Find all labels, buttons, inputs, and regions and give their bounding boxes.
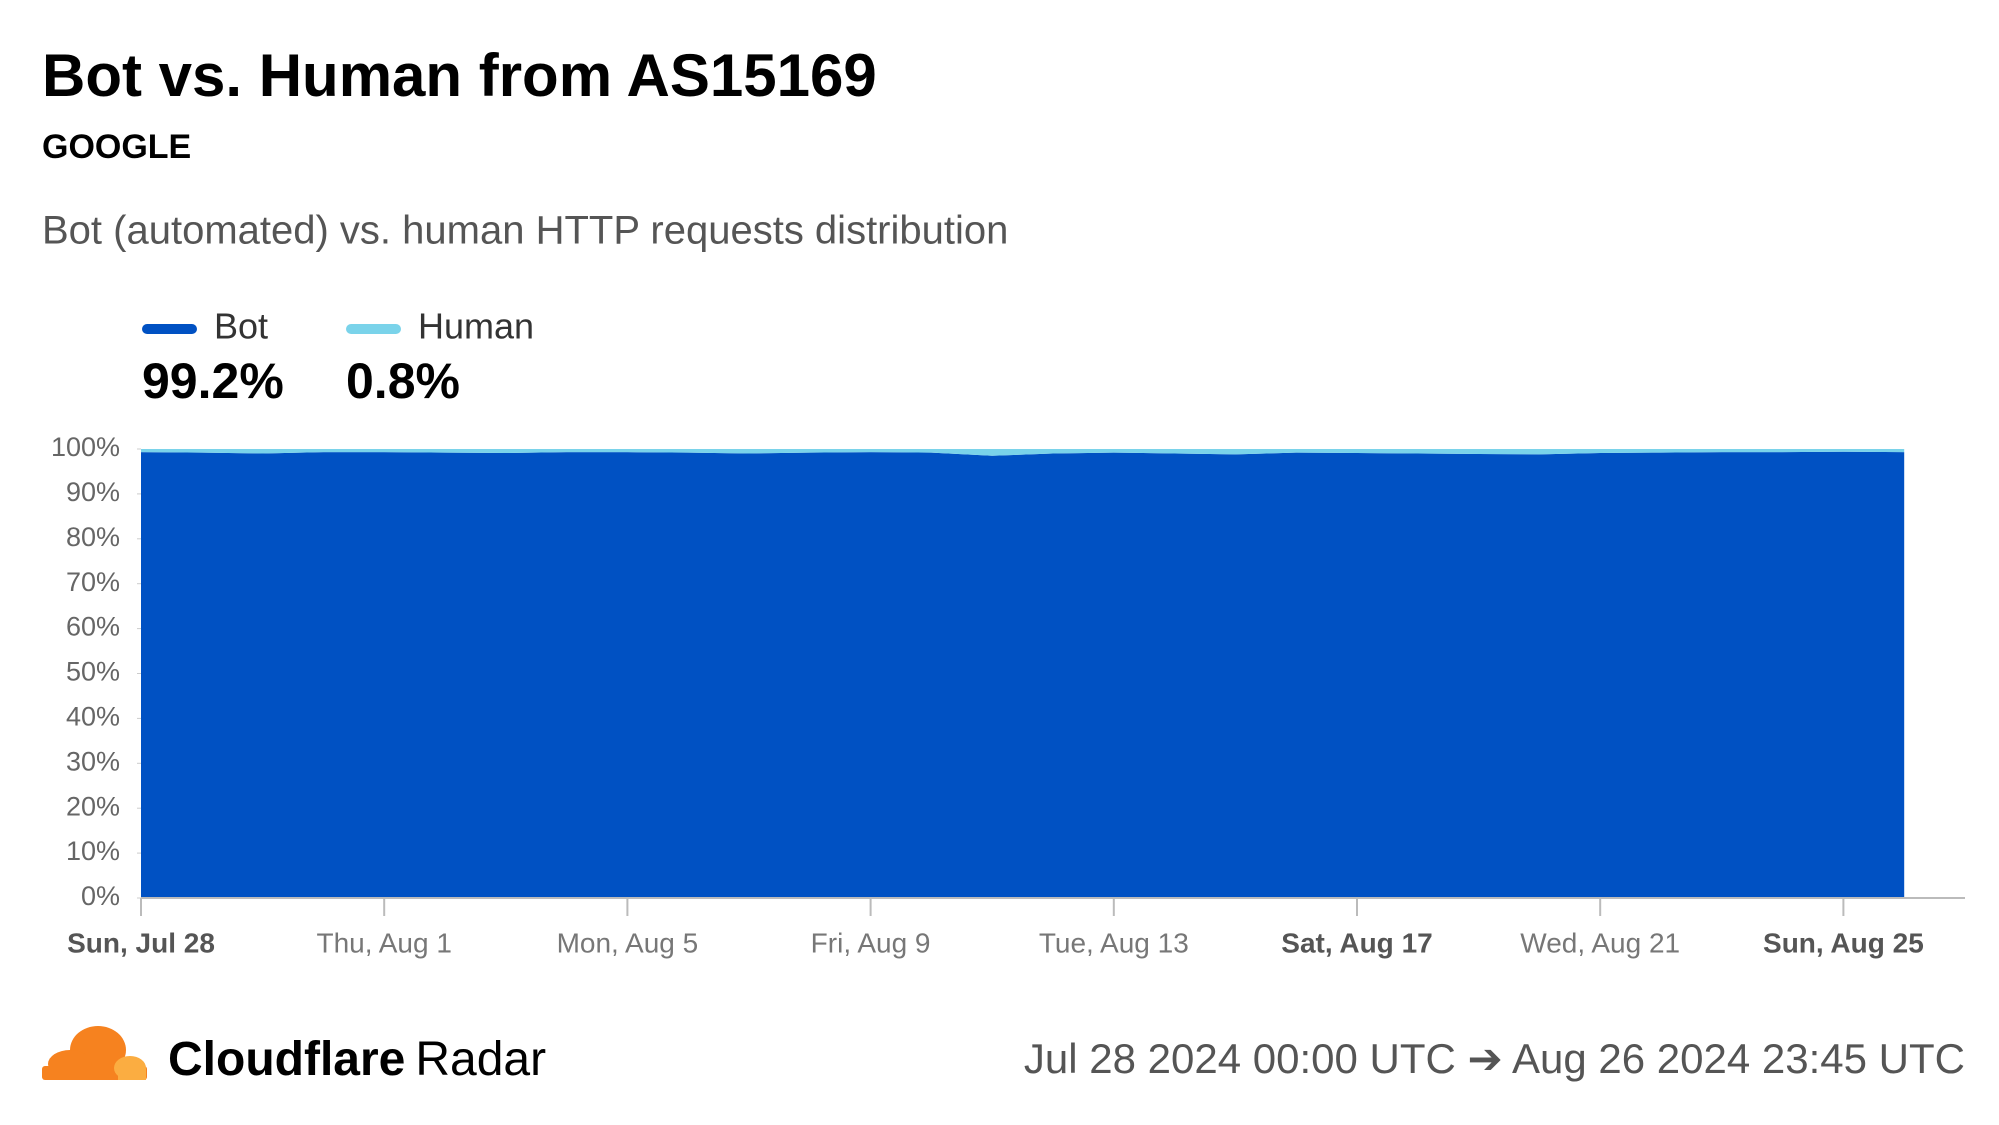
- plot: 0% 10% 20% 30% 40% 50% 60% 70% 80% 90% 100% Sun, Ju…: [51, 432, 1965, 958]
- y-tick-label: 0%: [81, 881, 120, 911]
- chart-description: Bot (automated) vs. human HTTP requests …: [42, 209, 1008, 253]
- y-tick-label: 50%: [66, 657, 120, 687]
- y-tick-label: 40%: [66, 702, 120, 732]
- x-tick-label: Fri, Aug 9: [811, 927, 931, 958]
- y-tick-label: 90%: [66, 477, 120, 507]
- y-tick-label: 20%: [66, 791, 120, 821]
- x-tick-label: Mon, Aug 5: [557, 927, 699, 958]
- legend-label: Human: [418, 306, 534, 347]
- footer-brand: Cloudflare Radar: [168, 1033, 546, 1086]
- y-tick-label: 10%: [66, 836, 120, 866]
- legend-summary: 99.2%: [142, 353, 284, 409]
- x-tick-label: Wed, Aug 21: [1520, 927, 1680, 958]
- y-tick-label: 30%: [66, 746, 120, 776]
- x-tick-label: Sat, Aug 17: [1281, 927, 1432, 958]
- legend-summary: 0.8%: [346, 353, 460, 409]
- chart-title: Bot vs. Human from AS15169: [42, 42, 877, 109]
- y-tick-label: 80%: [66, 522, 120, 552]
- area: [141, 451, 1905, 898]
- cloudflare-logo: [42, 1026, 147, 1080]
- area: [141, 449, 1905, 456]
- brand-product: Radar: [415, 1033, 546, 1086]
- chart-subtitle: GOOGLE: [42, 128, 191, 166]
- x-tick-label: Tue, Aug 13: [1039, 927, 1189, 958]
- x-tick-label: Thu, Aug 1: [316, 927, 451, 958]
- footer-range: Jul 28 2024 00:00 UTC ➔ Aug 26 2024 23:4…: [1024, 1035, 1965, 1082]
- legend: Bot 99.2% Human 0.8%: [142, 306, 534, 409]
- y-tick-label: 60%: [66, 612, 120, 642]
- legend-label: Bot: [214, 306, 268, 347]
- logo-cloud: [118, 1069, 146, 1080]
- x-tick-label: Sun, Jul 28: [67, 927, 215, 958]
- brand-name: Cloudflare: [168, 1033, 405, 1086]
- y-tick-label: 70%: [66, 567, 120, 597]
- y-tick-label: 100%: [51, 432, 120, 462]
- x-tick-label: Sun, Aug 25: [1763, 927, 1924, 958]
